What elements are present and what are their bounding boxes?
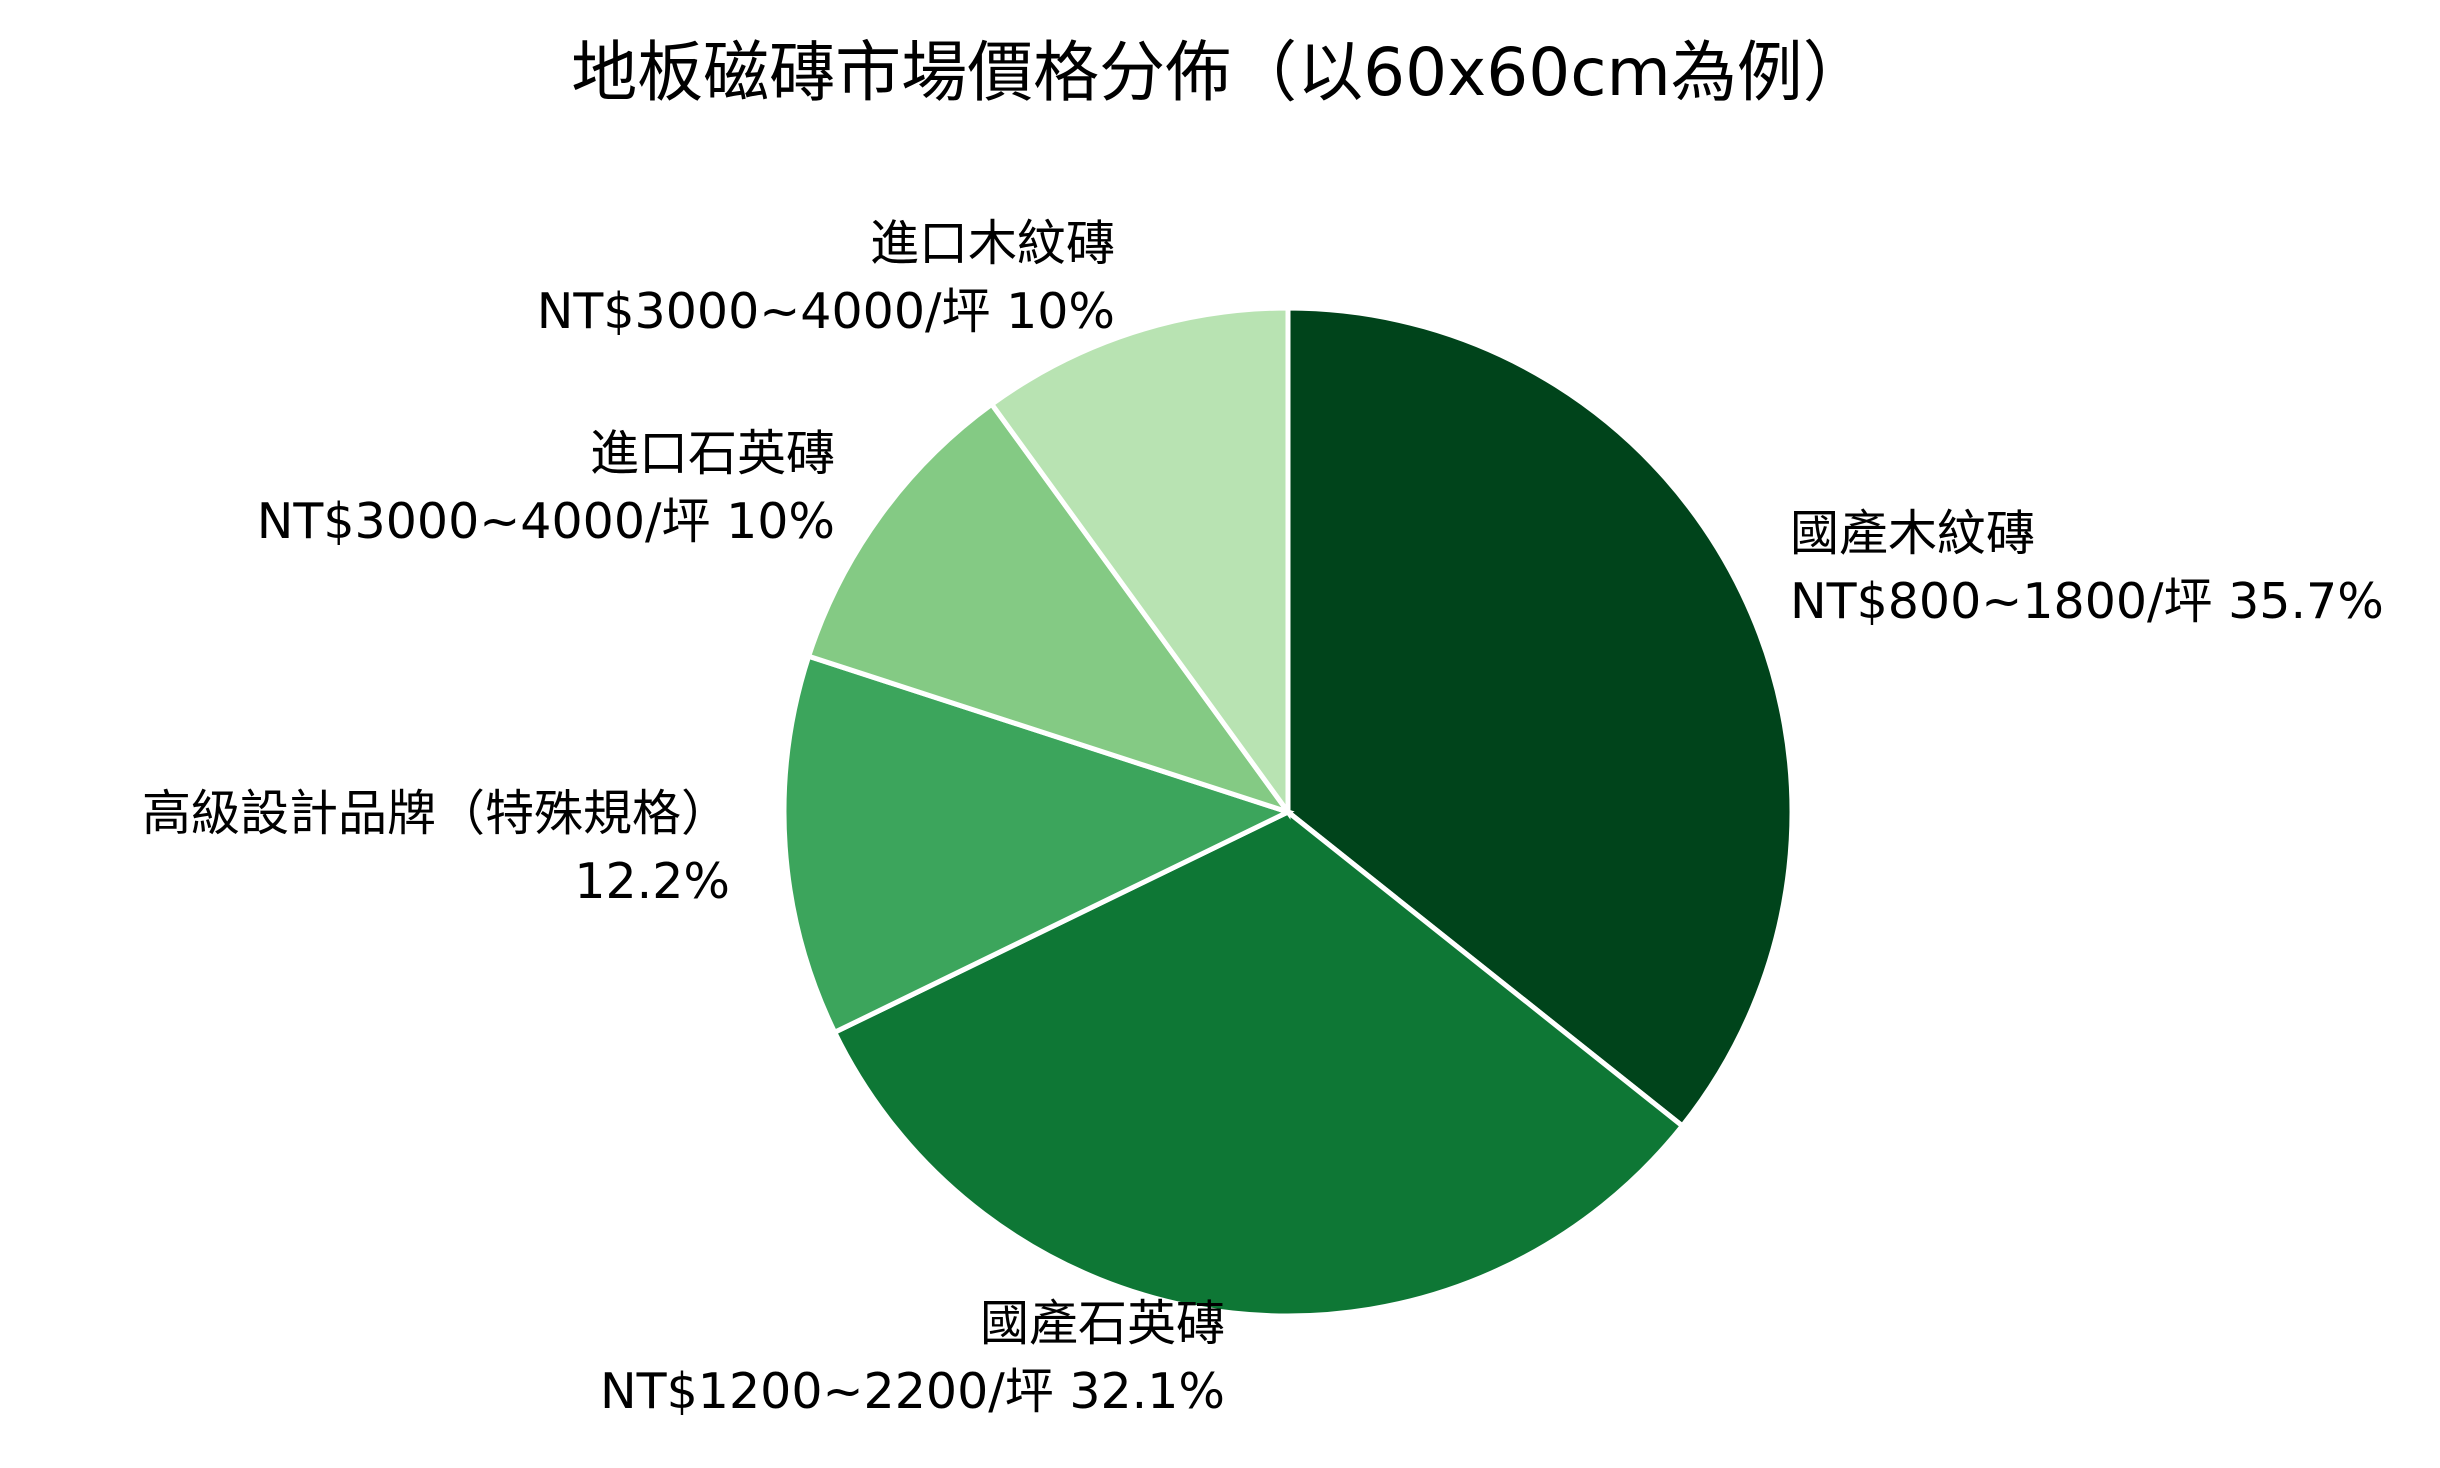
pie-slice-1 <box>1285 305 1795 1130</box>
slice-label-line: NT$1200~2200/坪 32.1% <box>600 1363 1225 1420</box>
slice-label-line: 進口木紋磚 <box>870 215 1115 272</box>
slice-label-4: 進口石英磚 NT$3000~4000/坪 10% <box>257 425 835 550</box>
slice-label-line: NT$3000~4000/坪 10% <box>537 283 1115 340</box>
chart-title: 地板磁磚市場價格分佈（以60x60cm為例） <box>571 34 1869 111</box>
slice-label-line: 國產木紋磚 <box>1790 505 2035 562</box>
slice-label-line: 國產石英磚 <box>980 1295 1225 1352</box>
pie-slices <box>781 305 1795 1319</box>
pie-labels: 國產木紋磚 NT$800~1800/坪 35.7% 國產石英磚 NT$1200~220… <box>142 215 2384 1420</box>
slice-label-line: 高級設計品牌（特殊規格） <box>142 785 730 842</box>
pie-slice-4 <box>805 400 1295 817</box>
slice-label-2: 國產石英磚 NT$1200~2200/坪 32.1% <box>600 1295 1225 1420</box>
pie-slice-5 <box>988 305 1291 820</box>
slice-label-3: 高級設計品牌（特殊規格） 12.2% <box>142 785 730 910</box>
slice-label-1: 國產木紋磚 NT$800~1800/坪 35.7% <box>1790 505 2384 630</box>
slice-label-line: 12.2% <box>574 853 730 910</box>
pie-slice-2 <box>831 809 1686 1319</box>
slice-label-5: 進口木紋磚 NT$3000~4000/坪 10% <box>537 215 1115 340</box>
slice-label-line: NT$3000~4000/坪 10% <box>257 493 835 550</box>
pie-slice-3 <box>781 653 1295 1036</box>
slice-label-line: 進口石英磚 <box>590 425 835 482</box>
slice-label-line: NT$800~1800/坪 35.7% <box>1790 573 2384 630</box>
